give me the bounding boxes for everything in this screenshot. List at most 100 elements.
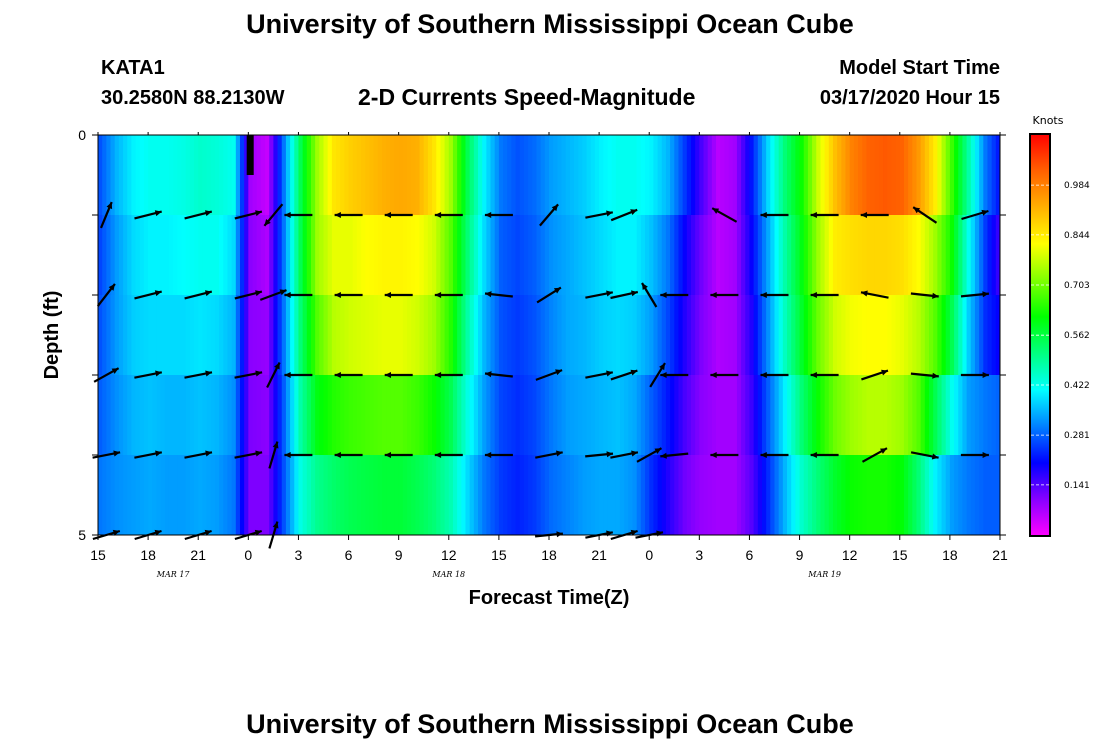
heatmap-cell [720, 135, 725, 216]
heatmap-cell [323, 375, 329, 456]
heatmap-cell [974, 135, 980, 216]
heatmap-cell [156, 135, 162, 216]
heatmap-cell [924, 215, 930, 296]
heatmap-cell [298, 295, 304, 376]
heatmap-cell [828, 215, 834, 296]
heatmap-cell [657, 455, 663, 535]
heatmap-cell [916, 375, 922, 456]
heatmap-cell [686, 215, 692, 296]
colorbar-tick-label: 0.422 [1064, 381, 1090, 391]
heatmap-cell [235, 295, 241, 376]
heatmap-cell [340, 375, 345, 456]
heatmap-cell [494, 295, 500, 376]
heatmap-cell [732, 215, 738, 296]
heatmap-cell [394, 135, 400, 216]
heatmap-cell [640, 135, 646, 216]
heatmap-cell [473, 135, 479, 216]
heatmap-cell [799, 215, 805, 296]
heatmap-cell [419, 375, 425, 456]
colorbar-bar [1029, 133, 1051, 537]
heatmap-cell [544, 295, 550, 376]
heatmap-cell [665, 135, 671, 216]
heatmap-cell [582, 375, 588, 456]
heatmap-cell [290, 375, 295, 456]
heatmap-cell [653, 135, 659, 216]
heatmap-cell [565, 135, 571, 216]
heatmap-cell [106, 295, 112, 376]
x-tick-label: 15 [491, 547, 507, 563]
x-tick-label: 9 [395, 547, 403, 563]
heatmap-cell [912, 215, 918, 296]
heatmap-cell [528, 215, 533, 296]
heatmap-cell [590, 375, 596, 456]
heatmap-cell [853, 375, 859, 456]
heatmap-cell [690, 135, 696, 216]
heatmap-cell [356, 455, 362, 535]
heatmap-cell [256, 295, 262, 376]
x-tick-label: 15 [892, 547, 908, 563]
heatmap-cell [131, 135, 137, 216]
heatmap-cell [102, 215, 107, 296]
heatmap-cell [599, 375, 604, 456]
heatmap-cell [941, 215, 947, 296]
heatmap-cell [348, 375, 354, 456]
heatmap-cell [239, 215, 245, 296]
heatmap-cell [845, 455, 851, 535]
heatmap-cell [753, 455, 759, 535]
heatmap-cell [561, 375, 567, 456]
heatmap-cell [106, 135, 112, 216]
heatmap-cell [920, 375, 926, 456]
heatmap-cell [770, 135, 776, 216]
heatmap-cell [185, 215, 191, 296]
heatmap-cell [653, 295, 659, 376]
heatmap-cell [569, 295, 575, 376]
heatmap-cell [198, 455, 203, 535]
heatmap-cell [143, 215, 149, 296]
heatmap-cell [979, 375, 984, 456]
heatmap-cell [135, 295, 141, 376]
heatmap-cell [298, 135, 304, 216]
x-tick-label: 9 [796, 547, 804, 563]
heatmap-cell [711, 455, 717, 535]
heatmap-cell [933, 295, 938, 376]
heatmap-cell [632, 375, 638, 456]
heatmap-cell [745, 135, 751, 216]
current-vector [760, 212, 789, 218]
current-vector [539, 203, 559, 227]
heatmap-cell [916, 295, 922, 376]
heatmap-cell [791, 215, 796, 296]
heatmap-cell [139, 215, 145, 296]
heatmap-cell [390, 375, 396, 456]
heatmap-cell [958, 455, 964, 535]
heatmap-cell [991, 375, 997, 456]
heatmap-cell [774, 455, 780, 535]
heatmap-cell [160, 135, 166, 216]
heatmap-cell [924, 375, 930, 456]
heatmap-cell [356, 215, 362, 296]
heatmap-cell [164, 135, 170, 216]
heatmap-cell [686, 375, 692, 456]
heatmap-cell [194, 375, 199, 456]
heatmap-cell [135, 215, 141, 296]
heatmap-cell [690, 215, 696, 296]
heatmap-cell [582, 135, 588, 216]
heatmap-cell [402, 135, 408, 216]
heatmap-cell [674, 215, 680, 296]
heatmap-cell [244, 215, 249, 296]
heatmap-cell [490, 135, 496, 216]
heatmap-cell [954, 455, 959, 535]
heatmap-cell [862, 215, 867, 296]
heatmap-cell [574, 295, 579, 376]
heatmap-cell [816, 375, 822, 456]
heatmap-cell [933, 135, 938, 216]
heatmap-cell [152, 375, 158, 456]
heatmap-cell [699, 455, 705, 535]
heatmap-cell [411, 215, 416, 296]
heatmap-cell [991, 295, 997, 376]
heatmap-cell [319, 295, 325, 376]
heatmap-cell [482, 135, 487, 216]
heatmap-cell [632, 295, 638, 376]
heatmap-cell [749, 455, 755, 535]
heatmap-cell [444, 215, 450, 296]
current-vector [484, 212, 513, 218]
